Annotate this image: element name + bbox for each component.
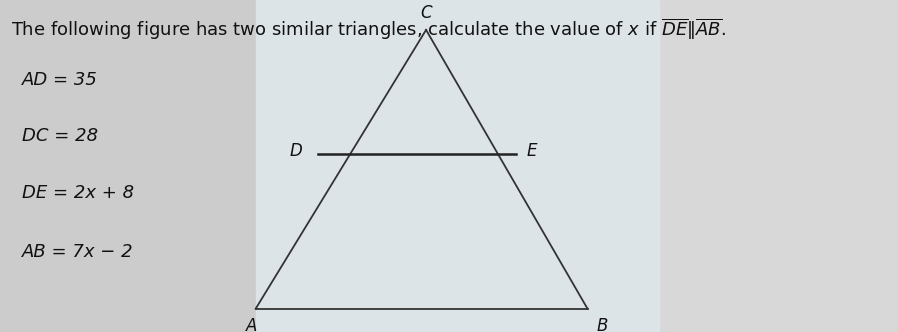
Text: DC = 28: DC = 28 <box>22 127 99 145</box>
Bar <box>0 0 256 332</box>
Text: B: B <box>597 317 608 332</box>
Text: DE = 2x + 8: DE = 2x + 8 <box>22 184 135 202</box>
Text: D: D <box>290 142 302 160</box>
Text: AD = 35: AD = 35 <box>22 71 99 89</box>
Text: A: A <box>246 317 257 332</box>
Text: C: C <box>421 4 431 22</box>
Bar <box>256 0 659 332</box>
Text: AB = 7x − 2: AB = 7x − 2 <box>22 243 134 261</box>
Text: The following figure has two similar triangles, calculate the value of $x$ if $\: The following figure has two similar tri… <box>11 17 726 42</box>
Text: E: E <box>527 142 537 160</box>
